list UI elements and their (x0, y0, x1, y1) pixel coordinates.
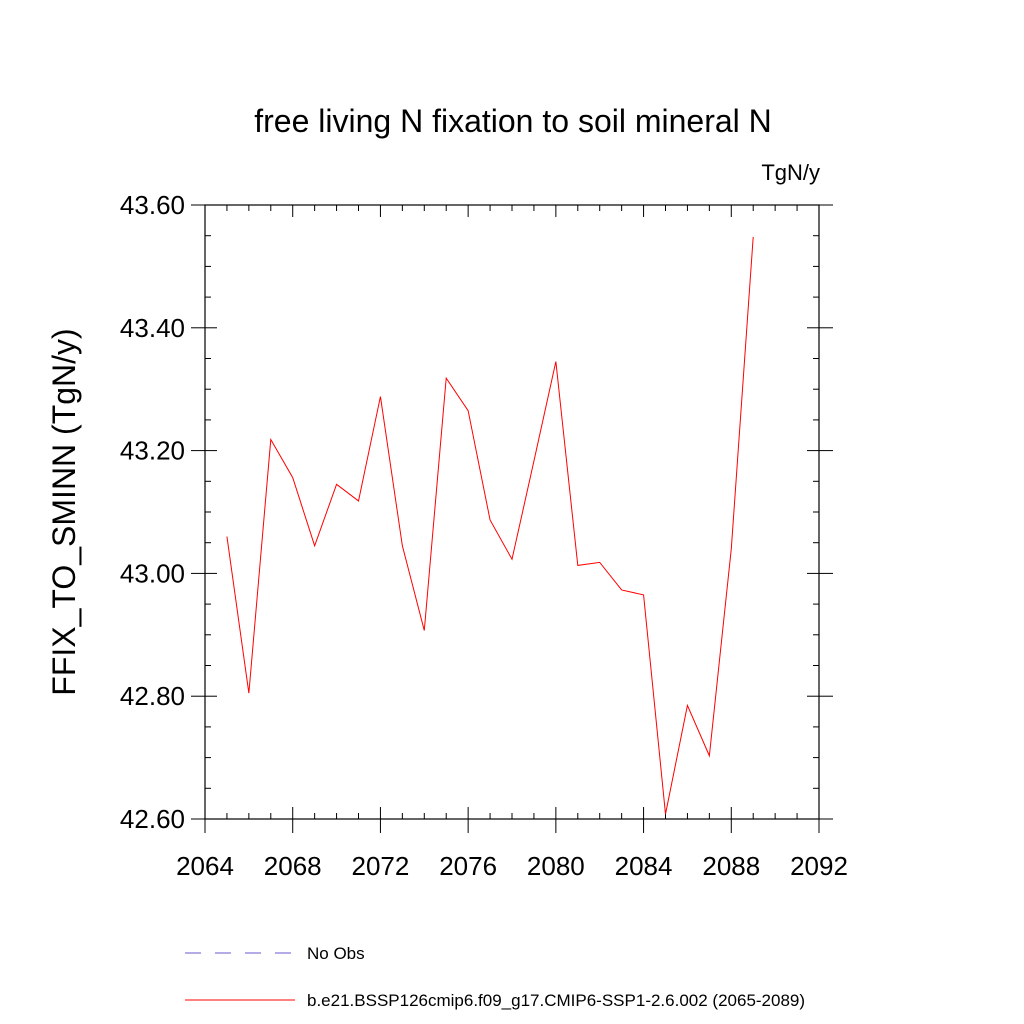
plot-frame (204, 204, 820, 820)
x-tick-label: 2080 (527, 851, 585, 881)
data-series (226, 236, 754, 815)
y-tick-label: 43.20 (120, 436, 185, 466)
x-tick-label: 2076 (439, 851, 497, 881)
y-tick-label: 42.60 (120, 804, 185, 834)
legend: No Obs b.e21.BSSP126cmip6.f09_g17.CMIP6-… (185, 944, 805, 1010)
axis-ticks (191, 204, 833, 833)
x-tick-label: 2092 (790, 851, 848, 881)
units-label: TgN/y (761, 160, 820, 185)
x-tick-label: 2068 (264, 851, 322, 881)
y-tick-label: 42.80 (120, 681, 185, 711)
legend-label-series: b.e21.BSSP126cmip6.f09_g17.CMIP6-SSP1-2.… (307, 991, 805, 1010)
x-tick-label: 2072 (352, 851, 410, 881)
y-tick-label: 43.00 (120, 558, 185, 588)
x-tick-label: 2064 (176, 851, 234, 881)
series-line (226, 236, 754, 815)
legend-label-no-obs: No Obs (307, 944, 365, 963)
x-tick-label: 2088 (702, 851, 760, 881)
y-tick-label: 43.40 (120, 313, 185, 343)
y-tick-label: 43.60 (120, 190, 185, 220)
x-tick-label: 2084 (615, 851, 673, 881)
chart-title: free living N fixation to soil mineral N (254, 103, 772, 139)
axis-tick-labels: 2064 2068 2072 2076 2080 2084 2088 2092 42.60 42.… (120, 190, 848, 881)
y-axis-label: FFIX_TO_SMINN (TgN/y) (46, 328, 82, 695)
